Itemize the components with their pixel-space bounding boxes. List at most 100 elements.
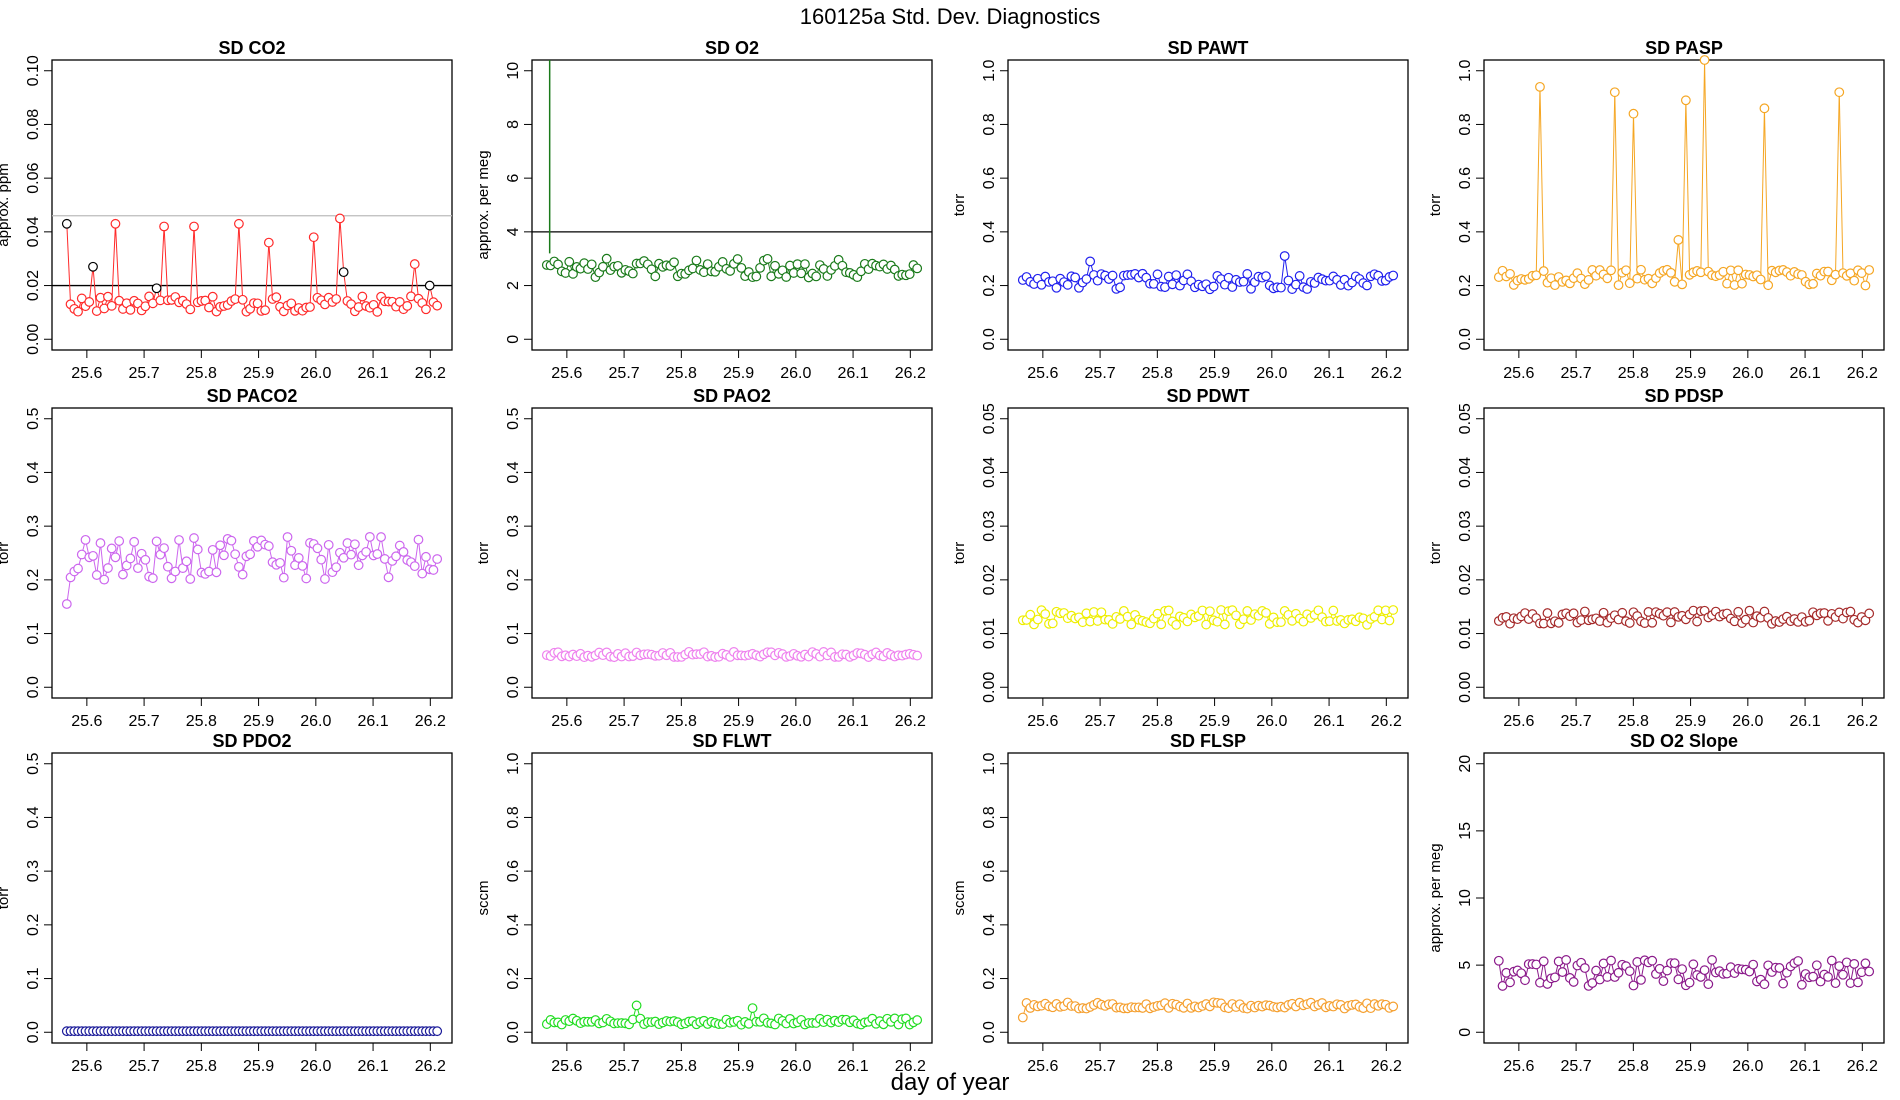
x-tick-label: 26.2	[1371, 1058, 1402, 1075]
panel-title: SD PACO2	[207, 386, 298, 406]
data-point	[1834, 961, 1845, 972]
data-point	[1677, 279, 1688, 290]
data-point	[1658, 976, 1669, 987]
data-point	[669, 257, 679, 268]
data-point	[1613, 280, 1624, 291]
plot-frame	[1007, 752, 1409, 1044]
data-point	[88, 261, 98, 272]
y-tick-label: 0.6	[505, 860, 522, 882]
data-point	[282, 532, 293, 542]
x-tick-label: 25.6	[1027, 365, 1058, 382]
data-point	[110, 552, 121, 563]
data-point	[99, 574, 110, 585]
series-segment	[417, 539, 423, 574]
series-segment	[234, 223, 240, 300]
data-point	[1279, 251, 1290, 261]
data-point	[1628, 108, 1639, 119]
data-point	[338, 267, 349, 278]
data-point	[1219, 619, 1230, 630]
y-axis-label: torr	[0, 542, 12, 565]
x-tick-label: 25.6	[551, 365, 582, 382]
y-tick-label: 10	[1457, 889, 1474, 907]
series-segment	[1535, 86, 1541, 276]
data-point	[132, 563, 143, 574]
y-axis-label: torr	[475, 542, 492, 565]
data-point	[1796, 979, 1807, 990]
x-tick-label: 26.0	[780, 713, 811, 730]
plot-frame	[1007, 407, 1409, 699]
data-point	[1156, 619, 1167, 630]
x-tick-label: 25.7	[609, 365, 640, 382]
x-tick-label: 26.2	[1847, 365, 1878, 382]
data-point	[564, 256, 575, 267]
y-tick-label: 2	[505, 281, 522, 290]
y-tick-label: 0.01	[981, 618, 998, 649]
x-tick-label: 26.0	[1732, 713, 1763, 730]
data-point	[151, 283, 162, 294]
data-point	[383, 572, 394, 583]
data-point	[1864, 608, 1875, 619]
y-tick-label: 10	[505, 62, 522, 80]
data-point	[391, 551, 401, 562]
data-point	[1688, 959, 1699, 970]
y-tick-label: 0.8	[981, 806, 998, 828]
x-tick-label: 25.7	[1561, 1058, 1592, 1075]
data-point	[1849, 275, 1860, 286]
data-point	[1538, 956, 1549, 967]
y-tick-label: 0.00	[1457, 672, 1474, 703]
data-point	[207, 291, 218, 302]
data-point	[1025, 609, 1036, 620]
y-tick-label: 0.2	[505, 569, 522, 591]
data-point	[237, 569, 248, 580]
data-point	[1811, 960, 1822, 971]
y-tick-label: 0.00	[25, 324, 42, 355]
data-point	[1703, 979, 1714, 990]
series-segment	[1629, 113, 1634, 284]
y-tick-label: 0	[505, 335, 522, 344]
data-point	[1579, 606, 1590, 617]
x-tick-label: 25.7	[1561, 713, 1592, 730]
data-point	[118, 569, 128, 580]
y-tick-label: 1.0	[1457, 60, 1474, 82]
data-point	[1062, 279, 1073, 290]
y-axis-label: approx. per meg	[1427, 843, 1444, 952]
data-point	[1204, 606, 1215, 617]
series-segment	[238, 223, 244, 300]
data-point	[650, 271, 661, 282]
panel-title: SD PASP	[1645, 38, 1723, 58]
x-tick-label: 26.2	[1371, 365, 1402, 382]
x-tick-label: 26.0	[1732, 365, 1763, 382]
series-segment	[268, 242, 274, 300]
y-tick-label: 8	[505, 120, 522, 129]
x-tick-label: 26.0	[1256, 1058, 1287, 1075]
y-tick-label: 0.10	[25, 55, 42, 86]
panel-title: SD PDO2	[212, 731, 291, 751]
y-tick-label: 0.06	[25, 162, 42, 193]
series-segment	[1681, 100, 1687, 285]
series-segment	[309, 237, 315, 308]
data-point	[1838, 969, 1848, 980]
plot-frame	[1483, 59, 1885, 351]
y-tick-label: 0.0	[505, 1021, 522, 1043]
data-point	[1830, 978, 1841, 989]
data-point	[237, 294, 248, 305]
data-point	[103, 563, 113, 573]
data-point	[174, 535, 184, 545]
x-axis-label: day of year	[891, 1069, 1010, 1096]
data-point	[1647, 617, 1658, 628]
y-tick-label: 0.0	[505, 676, 522, 698]
data-point	[1804, 615, 1815, 626]
plot-frame	[531, 407, 933, 699]
y-tick-label: 0.4	[981, 914, 998, 936]
plot-frame	[531, 752, 933, 1044]
panel-3: SD PASP 0.0 0.2 0.4 0.6 0.8 1.0 25.6 25.7 25.8 25.…	[1427, 38, 1885, 382]
data-point	[1017, 1012, 1028, 1023]
y-tick-label: 0.4	[25, 806, 42, 828]
data-point	[331, 294, 342, 304]
data-point	[402, 301, 413, 311]
data-point	[147, 573, 158, 584]
data-point	[912, 263, 923, 274]
series-segment	[66, 223, 72, 305]
series-segment	[335, 218, 341, 300]
data-point	[1613, 967, 1624, 978]
